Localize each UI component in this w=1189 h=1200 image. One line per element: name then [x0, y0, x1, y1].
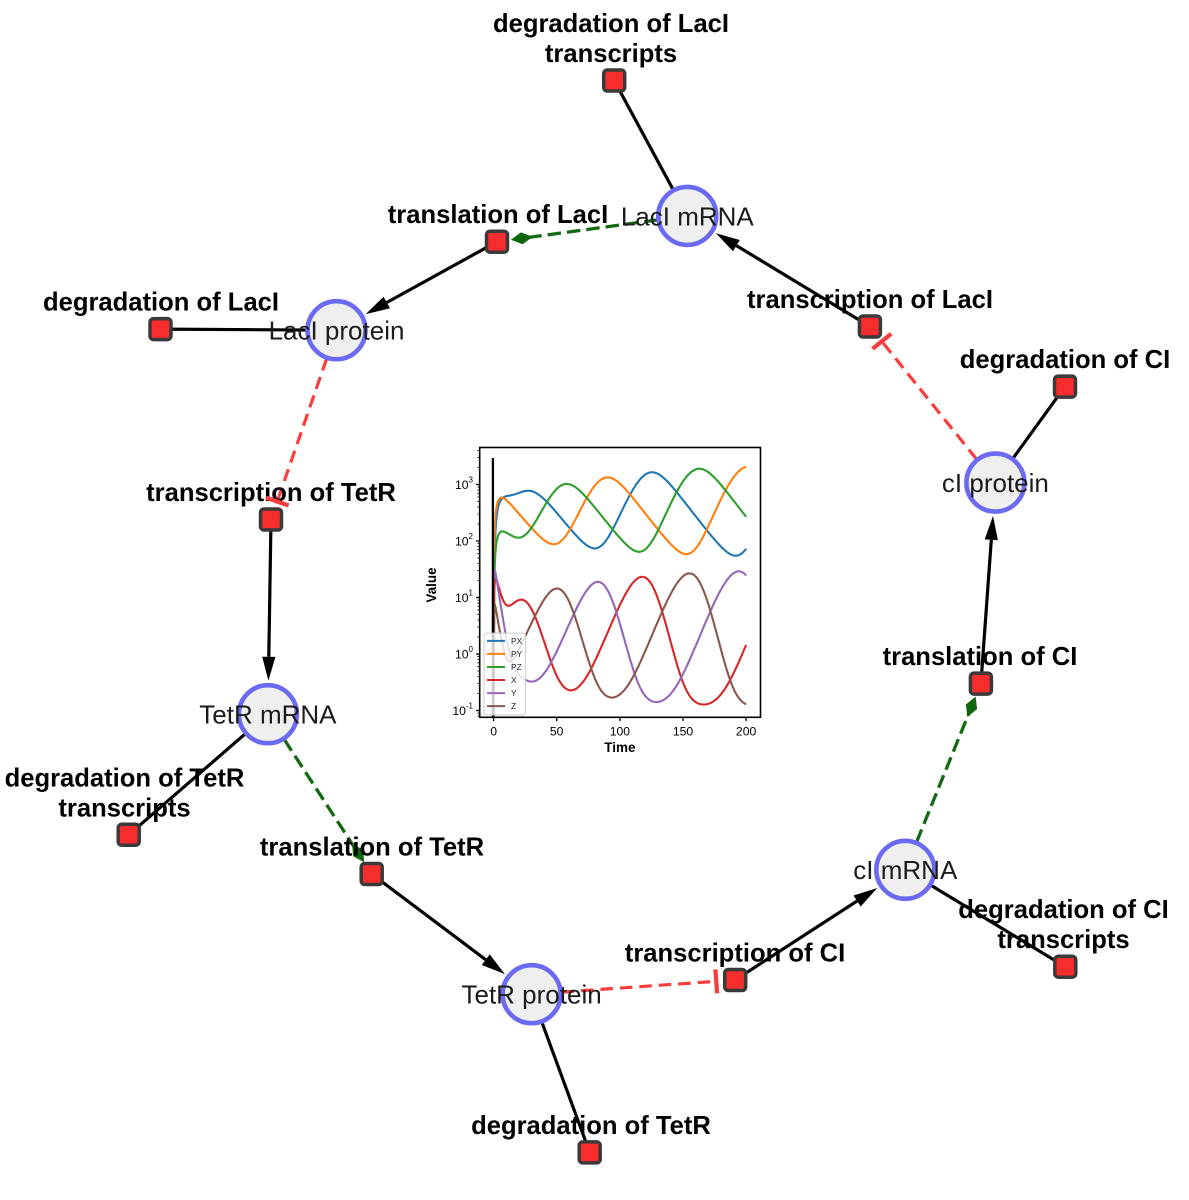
- svg-text:transcription of CI: transcription of CI: [625, 940, 845, 968]
- svg-text:103: 103: [455, 476, 474, 492]
- svg-text:102: 102: [455, 532, 474, 548]
- svg-text:50: 50: [550, 725, 564, 739]
- svg-text:101: 101: [455, 589, 474, 605]
- svg-text:degradation of LacI: degradation of LacI: [493, 10, 729, 38]
- svg-text:Value: Value: [424, 567, 439, 603]
- svg-text:TetR protein: TetR protein: [462, 980, 602, 1010]
- svg-text:Z: Z: [511, 701, 516, 711]
- svg-text:transcription of LacI: transcription of LacI: [747, 286, 993, 314]
- svg-text:10-1: 10-1: [452, 702, 473, 718]
- svg-text:LacI protein: LacI protein: [269, 316, 405, 346]
- svg-text:cI protein: cI protein: [942, 468, 1049, 498]
- svg-text:degradation of LacI: degradation of LacI: [43, 289, 279, 317]
- svg-text:PX: PX: [511, 636, 523, 646]
- svg-text:100: 100: [455, 645, 474, 661]
- svg-text:degradation of TetR: degradation of TetR: [471, 1112, 711, 1140]
- svg-text:Y: Y: [511, 688, 517, 698]
- svg-text:degradation of TetR: degradation of TetR: [5, 764, 245, 792]
- svg-text:degradation of CI: degradation of CI: [958, 896, 1168, 924]
- svg-text:150: 150: [673, 725, 694, 739]
- svg-text:transcripts: transcripts: [58, 794, 190, 822]
- svg-text:translation of TetR: translation of TetR: [260, 834, 484, 862]
- svg-text:cI mRNA: cI mRNA: [853, 855, 958, 885]
- svg-text:Time: Time: [604, 740, 636, 755]
- svg-text:transcripts: transcripts: [997, 926, 1129, 954]
- svg-text:200: 200: [736, 725, 757, 739]
- svg-text:TetR mRNA: TetR mRNA: [199, 700, 337, 730]
- svg-text:PZ: PZ: [511, 662, 522, 672]
- svg-text:LacI mRNA: LacI mRNA: [621, 201, 755, 231]
- svg-text:translation of LacI: translation of LacI: [388, 201, 608, 229]
- svg-text:X: X: [511, 675, 517, 685]
- svg-text:degradation of CI: degradation of CI: [960, 346, 1170, 374]
- svg-text:PY: PY: [511, 649, 523, 659]
- svg-text:transcription of TetR: transcription of TetR: [146, 479, 396, 507]
- svg-text:100: 100: [610, 725, 631, 739]
- svg-text:0: 0: [490, 725, 497, 739]
- svg-text:transcripts: transcripts: [545, 40, 677, 68]
- svg-text:translation of CI: translation of CI: [883, 643, 1078, 671]
